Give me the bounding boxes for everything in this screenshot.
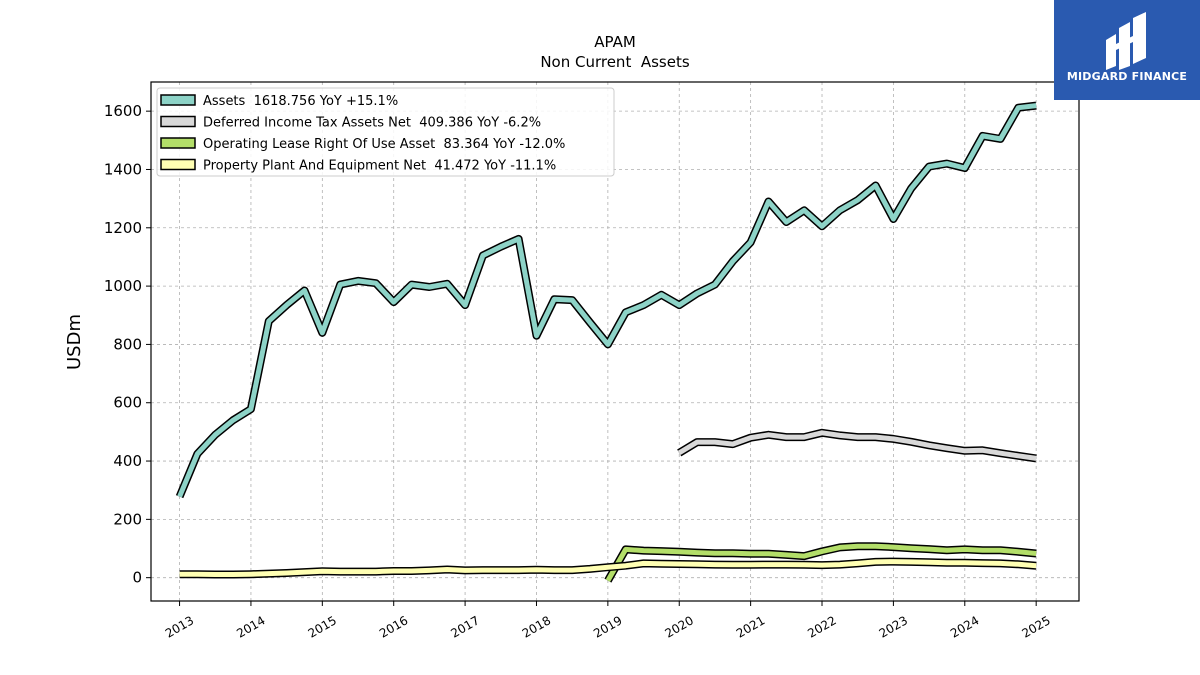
x-tick-label: 2020 [663, 613, 696, 640]
legend: Assets 1618.756 YoY +15.1% Deferred Incom… [156, 87, 615, 177]
y-tick-label: 1200 [104, 219, 142, 237]
brand-logo-icon [1106, 12, 1146, 70]
x-tick-label: 2019 [591, 613, 624, 640]
x-tick-label: 2021 [734, 613, 767, 640]
legend-swatch [160, 137, 196, 149]
brand-logo: MIDGARD FINANCE [1054, 0, 1200, 100]
chart-subtitle: Non Current Assets [540, 53, 690, 71]
x-tick-label: 2016 [377, 613, 410, 640]
x-tick-label: 2017 [448, 613, 481, 640]
x-tick-label: 2023 [877, 613, 910, 640]
legend-label: Deferred Income Tax Assets Net 409.386 Y… [203, 116, 541, 131]
legend-box [156, 87, 615, 177]
x-tick-label: 2018 [520, 613, 553, 640]
legend-swatch [160, 115, 196, 128]
plot-frame [150, 81, 1080, 602]
x-tick-label: 2014 [234, 613, 267, 640]
y-tick-label: 400 [113, 452, 142, 470]
x-tick-label: 2015 [306, 613, 339, 640]
y-tick-label: 800 [113, 335, 142, 353]
legend-swatch [160, 158, 196, 171]
series-stroke [177, 103, 1037, 498]
y-axis: 0 200 400 600 800 1000 1200 1400 1600 [104, 102, 151, 587]
y-tick-label: 600 [113, 394, 142, 412]
y-tick-label: 1000 [104, 277, 142, 295]
series-line-1 [677, 428, 1037, 463]
series-stroke [179, 559, 1037, 577]
x-tick-label: 2025 [1019, 613, 1052, 640]
series-line-2 [604, 542, 1037, 583]
series-stroke [605, 543, 1037, 582]
chart-title: APAM [594, 33, 636, 51]
y-axis-label: USDm [64, 314, 85, 370]
x-tick-label: 2024 [948, 613, 981, 640]
legend-swatch [160, 94, 196, 106]
x-tick-label: 2022 [805, 613, 838, 640]
legend-label: Operating Lease Right Of Use Asset 83.36… [203, 137, 565, 152]
series-lines [175, 101, 1037, 583]
x-axis: 2013 2014 2015 2016 2017 2018 2019 2020 2021 2022… [163, 601, 1053, 641]
series-line-3 [179, 557, 1037, 579]
x-tick-label: 2013 [163, 613, 196, 640]
series-stroke [677, 430, 1037, 461]
brand-name: MIDGARD FINANCE [1066, 70, 1188, 83]
legend-label: Property Plant And Equipment Net 41.472 … [203, 159, 556, 174]
y-tick-label: 1600 [104, 102, 142, 120]
y-tick-label: 0 [132, 569, 142, 587]
y-tick-label: 200 [113, 510, 142, 528]
y-tick-label: 1400 [104, 160, 142, 178]
legend-label: Assets 1618.756 YoY +15.1% [203, 94, 398, 109]
series-line-0 [175, 101, 1037, 499]
